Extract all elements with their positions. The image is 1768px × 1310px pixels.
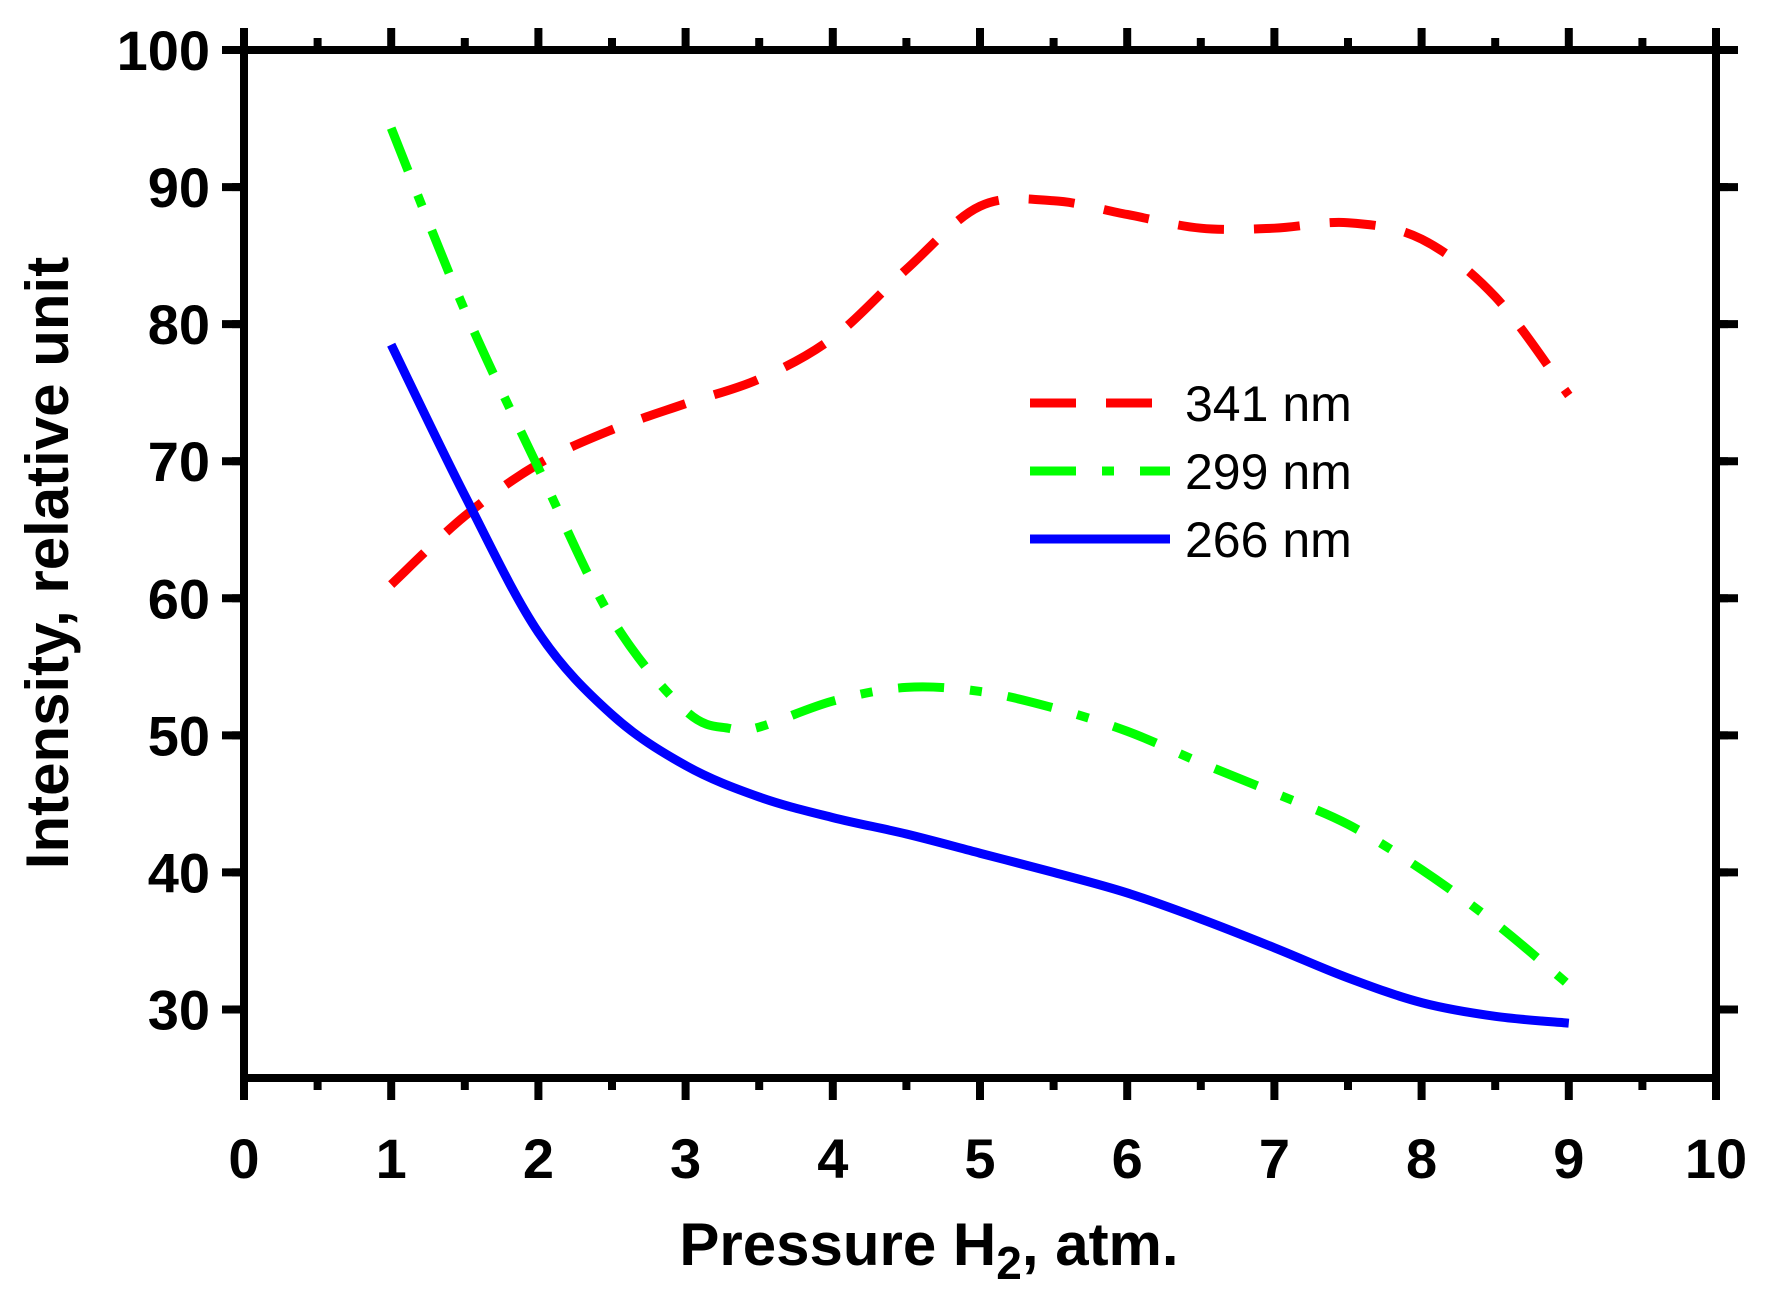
y-axis: 30 40 50 60 70 80 90 100 [117,19,1738,1041]
series-line-299-nm [387,126,1572,989]
x-tick-label: 6 [1112,1127,1143,1190]
y-tick-label: 70 [148,430,210,493]
series-layer [387,126,1573,1028]
x-axis-title-subscript: 2 [996,1237,1022,1289]
x-tick-label: 4 [817,1127,848,1190]
x-tick-label: 9 [1553,1127,1584,1190]
series-line-266-nm [387,342,1570,1028]
x-tick-label: 1 [376,1127,407,1190]
x-tick-label: 10 [1685,1127,1747,1190]
series-line-341-nm [388,194,1573,588]
x-axis-title-suffix: , atm. [1022,1211,1179,1278]
x-tick-label: 0 [228,1127,259,1190]
y-tick-label: 100 [117,19,210,82]
y-tick-label: 90 [148,156,210,219]
x-axis-title-main: Pressure H [679,1211,996,1278]
x-tick-label: 3 [670,1127,701,1190]
x-tick-label: 5 [964,1127,995,1190]
legend-label-299-nm: 299 nm [1185,444,1352,500]
x-axis-title: Pressure H2, atm. [679,1211,1178,1289]
legend-label-341-nm: 341 nm [1185,376,1352,432]
y-tick-label: 40 [148,841,210,904]
y-tick-label: 50 [148,704,210,767]
y-axis-title: Intensity, relative unit [14,257,81,869]
x-tick-label: 7 [1259,1127,1290,1190]
x-tick-label: 2 [523,1127,554,1190]
y-tick-label: 80 [148,293,210,356]
legend-label-266-nm: 266 nm [1185,512,1352,568]
y-tick-label: 30 [148,978,210,1041]
x-axis: 0 1 2 3 4 5 6 7 8 9 10 [228,28,1747,1190]
x-tick-label: 8 [1406,1127,1437,1190]
y-tick-label: 60 [148,567,210,630]
legend: 341 nm 299 nm 266 nm [1030,376,1352,568]
